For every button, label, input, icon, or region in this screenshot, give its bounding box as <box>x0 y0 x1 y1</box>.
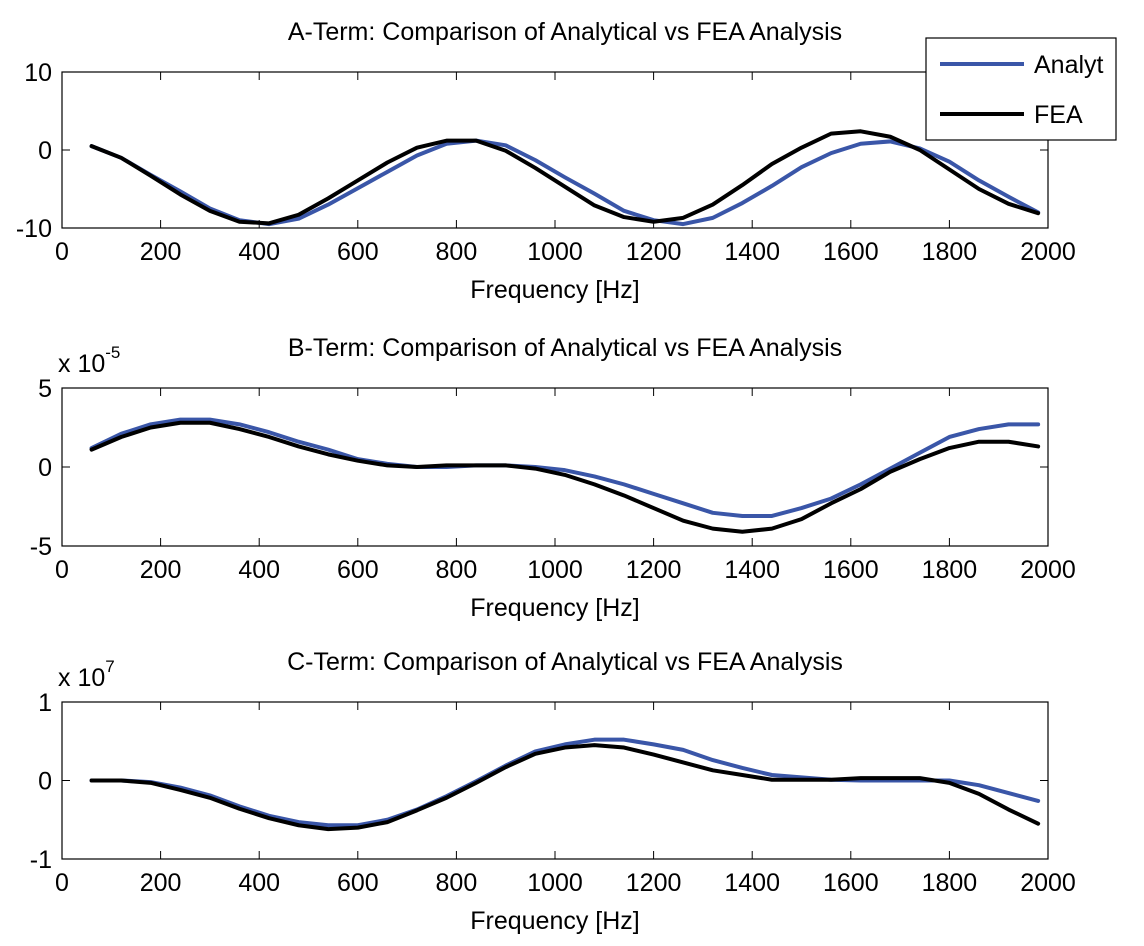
x-tick-label: 1400 <box>724 869 780 897</box>
x-axis-label: Frequency [Hz] <box>470 907 640 935</box>
x-axis-label: Frequency [Hz] <box>470 276 640 304</box>
y-tick-label: 5 <box>38 375 52 403</box>
x-tick-label: 400 <box>238 556 280 584</box>
x-tick-label: 1000 <box>527 238 583 266</box>
y-tick-label: -10 <box>16 215 52 243</box>
series-line-analyt <box>89 737 1041 828</box>
y-tick-label: 1 <box>38 689 52 717</box>
x-tick-label: 1200 <box>626 556 682 584</box>
legend-entry: Analyt <box>1034 51 1104 79</box>
series-line-fea <box>89 743 1041 832</box>
x-tick-label: 800 <box>436 556 478 584</box>
x-tick-label: 0 <box>55 238 69 266</box>
x-tick-label: 2000 <box>1020 869 1076 897</box>
axis-multiplier-base: x 10 <box>58 350 105 378</box>
x-tick-label: 1400 <box>724 238 780 266</box>
x-tick-label: 1600 <box>823 238 879 266</box>
x-tick-label: 1200 <box>626 869 682 897</box>
y-tick-label: 0 <box>38 454 52 482</box>
series-line-analyt <box>89 138 1041 227</box>
panel-1: 0 200 400 600 800 1000 1200 1400 1600 1800 2000 -10… <box>16 18 1117 304</box>
x-tick-label: 1200 <box>626 238 682 266</box>
y-tick-label: 0 <box>38 768 52 796</box>
x-tick-label: 1000 <box>527 556 583 584</box>
x-tick-label: 0 <box>55 556 69 584</box>
legend-entry: FEA <box>1034 101 1083 129</box>
axes-box <box>61 71 1049 229</box>
x-tick-label: 600 <box>337 869 379 897</box>
x-tick-label: 600 <box>337 238 379 266</box>
x-axis-label: Frequency [Hz] <box>470 594 640 622</box>
x-tick-label: 600 <box>337 556 379 584</box>
x-tick-label: 200 <box>140 238 182 266</box>
y-tick-label: 10 <box>24 59 52 87</box>
chart-title: A-Term: Comparison of Analytical vs FEA … <box>288 18 842 46</box>
x-tick-label: 200 <box>140 556 182 584</box>
axis-multiplier-base: x 10 <box>58 664 105 692</box>
panel-3: 0 200 400 600 800 1000 1200 1400 1600 1800 2000-10… <box>30 648 1076 935</box>
y-tick-label: 0 <box>38 137 52 165</box>
x-tick-label: 2000 <box>1020 238 1076 266</box>
axis-multiplier-exponent: 7 <box>105 657 114 676</box>
y-tick-label: -1 <box>30 846 52 874</box>
x-tick-label: 800 <box>436 869 478 897</box>
legend: Analyt FEA <box>925 37 1117 141</box>
chart-title: B-Term: Comparison of Analytical vs FEA … <box>288 334 842 362</box>
x-tick-label: 800 <box>436 238 478 266</box>
x-tick-label: 1800 <box>922 869 978 897</box>
axis-multiplier-exponent: -5 <box>105 343 120 362</box>
x-tick-label: 1000 <box>527 869 583 897</box>
y-tick-label: -5 <box>30 533 52 561</box>
x-tick-label: 2000 <box>1020 556 1076 584</box>
legend-box <box>925 37 1117 141</box>
x-tick-label: 400 <box>238 869 280 897</box>
x-tick-label: 1400 <box>724 556 780 584</box>
series-line-fea <box>89 129 1041 226</box>
x-tick-label: 1600 <box>823 869 879 897</box>
x-tick-label: 200 <box>140 869 182 897</box>
x-tick-label: 1800 <box>922 556 978 584</box>
axis-multiplier: x 107 <box>58 657 115 692</box>
series-line-fea <box>89 420 1041 534</box>
axis-multiplier: x 10-5 <box>58 343 120 378</box>
chart-title: C-Term: Comparison of Analytical vs FEA … <box>287 648 843 676</box>
series-line-analyt <box>89 417 1041 518</box>
x-tick-label: 0 <box>55 869 69 897</box>
x-tick-label: 400 <box>238 238 280 266</box>
x-tick-label: 1800 <box>922 238 978 266</box>
x-tick-label: 1600 <box>823 556 879 584</box>
panel-2: 0 200 400 600 800 1000 1200 1400 1600 1800 2000-50… <box>30 334 1076 622</box>
